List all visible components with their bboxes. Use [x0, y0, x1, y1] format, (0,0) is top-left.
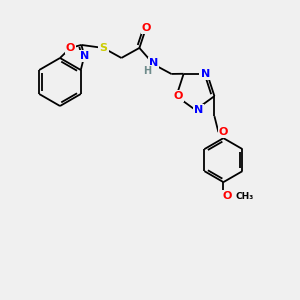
Text: N: N: [149, 58, 158, 68]
Text: O: O: [66, 43, 75, 53]
Text: CH₃: CH₃: [236, 192, 254, 201]
Text: O: O: [174, 91, 183, 101]
Text: S: S: [99, 43, 107, 53]
Text: N: N: [200, 69, 210, 79]
Text: H: H: [143, 66, 152, 76]
Text: O: O: [223, 191, 232, 201]
Text: O: O: [142, 23, 151, 33]
Text: N: N: [194, 105, 203, 115]
Text: N: N: [80, 51, 89, 61]
Text: O: O: [219, 127, 228, 137]
